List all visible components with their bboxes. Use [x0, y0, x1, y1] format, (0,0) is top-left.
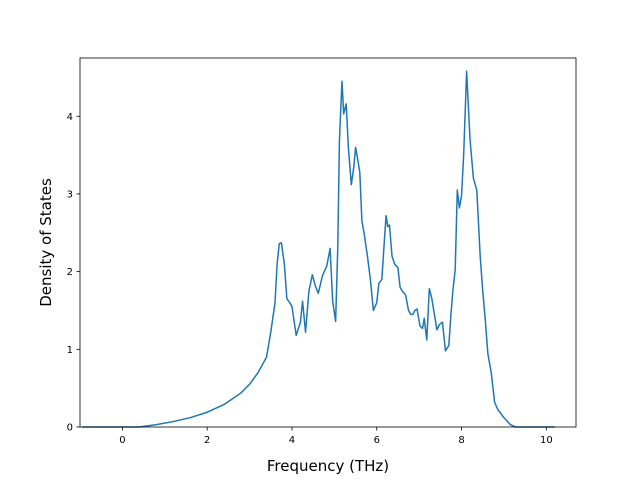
dos-series-line — [82, 70, 555, 428]
y-tick-label: 3 — [67, 190, 73, 201]
plot-frame — [79, 57, 577, 428]
x-tick-label: 4 — [289, 435, 295, 446]
x-axis-label: Frequency (THz) — [267, 457, 389, 475]
y-tick-label: 4 — [67, 112, 73, 123]
y-axis-label: Density of States — [37, 178, 55, 307]
x-tick-label: 8 — [458, 435, 464, 446]
x-tick-label: 2 — [204, 435, 210, 446]
y-tick-label: 0 — [67, 423, 73, 434]
x-tick-label: 6 — [374, 435, 380, 446]
x-tick-label: 10 — [540, 435, 553, 446]
y-tick-label: 2 — [67, 267, 73, 278]
x-tick-label: 0 — [119, 435, 125, 446]
y-tick-label: 1 — [67, 345, 73, 356]
